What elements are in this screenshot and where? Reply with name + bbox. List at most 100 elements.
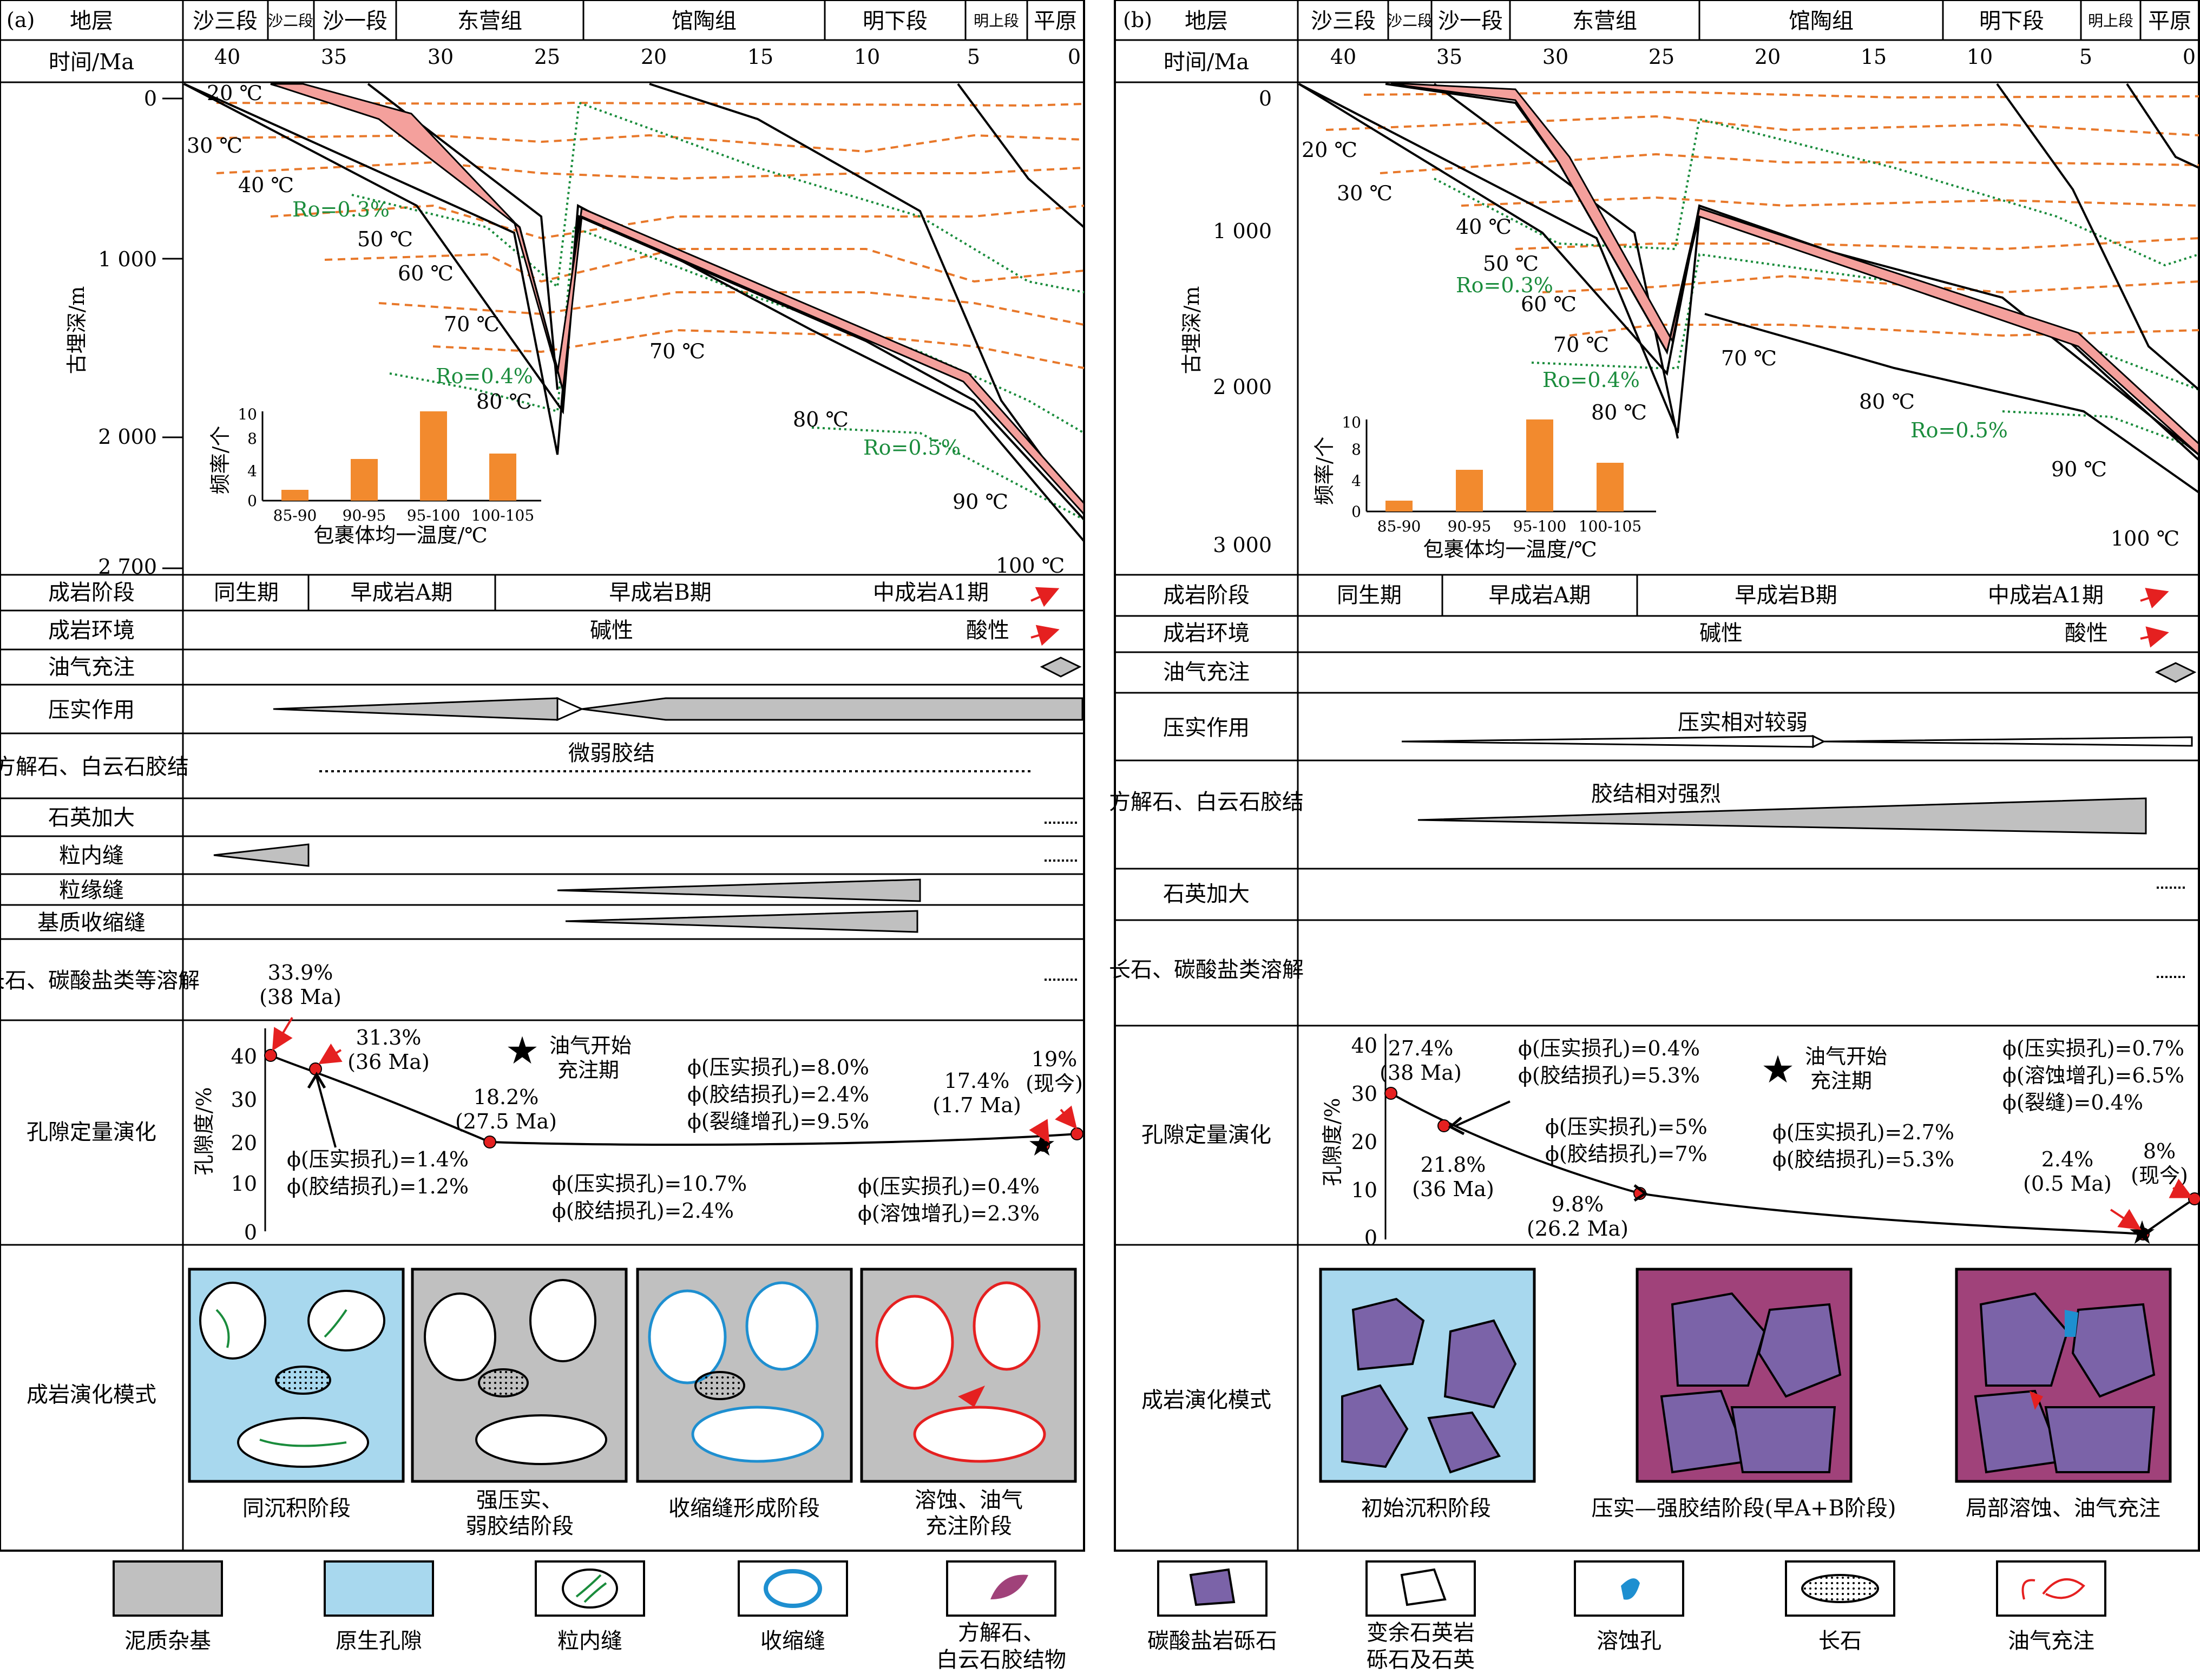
svg-text:80 ℃: 80 ℃ bbox=[1591, 401, 1647, 424]
row-label: 孔隙定量演化 bbox=[27, 1120, 156, 1145]
poro-point bbox=[1437, 1119, 1450, 1132]
env-header: 成岩环境 bbox=[48, 618, 135, 643]
row-label: 长石、碳酸盐类等溶解 bbox=[0, 968, 200, 993]
legend-pore-swatch bbox=[324, 1560, 434, 1617]
row-label: 压实作用 bbox=[48, 698, 135, 723]
svg-text:孔隙定量演化: 孔隙定量演化 bbox=[1141, 1123, 1271, 1147]
svg-text:3 000: 3 000 bbox=[1213, 533, 1272, 557]
svg-text:25: 25 bbox=[1649, 45, 1674, 69]
stage: 中成岩A1期 bbox=[873, 580, 989, 605]
svg-text:85-90: 85-90 bbox=[1377, 517, 1421, 535]
porosity-chart-a: 0 10 20 30 40 孔隙度/% ★ ★ 油气开始 充注期 33.9% (… bbox=[192, 961, 1083, 1244]
svg-text:ϕ(胶结损孔)=5.3%: ϕ(胶结损孔)=5.3% bbox=[1772, 1147, 1954, 1171]
svg-text:ϕ(胶结损孔)=2.4%: ϕ(胶结损孔)=2.4% bbox=[552, 1199, 734, 1223]
svg-text:(0.5 Ma): (0.5 Ma) bbox=[2023, 1172, 2112, 1196]
star-icon: ★ bbox=[505, 1028, 540, 1073]
svg-text:Ro=0.3%: Ro=0.3% bbox=[1456, 273, 1553, 297]
stratum: 馆陶组 bbox=[672, 9, 737, 34]
svg-text:ϕ(压实损孔)=10.7%: ϕ(压实损孔)=10.7% bbox=[552, 1172, 747, 1196]
depth-tick: 0 bbox=[144, 87, 157, 110]
svg-text:95-100: 95-100 bbox=[1513, 517, 1567, 535]
svg-text:31.3%: 31.3% bbox=[356, 1026, 422, 1049]
stage: 早成岩A期 bbox=[351, 580, 453, 605]
svg-text:原生孔隙: 原生孔隙 bbox=[336, 1629, 422, 1653]
isotherm-label: 30 ℃ bbox=[187, 134, 242, 158]
isotherm-label: 70 ℃ bbox=[444, 312, 500, 336]
svg-text:100 ℃: 100 ℃ bbox=[2111, 527, 2179, 550]
svg-text:4: 4 bbox=[1351, 472, 1361, 490]
svg-text:石英加大: 石英加大 bbox=[1163, 882, 1250, 907]
poro-ylabel: 孔隙度/% bbox=[192, 1087, 216, 1176]
poro-ytick: 40 bbox=[231, 1045, 257, 1068]
svg-text:100-105: 100-105 bbox=[1579, 517, 1641, 535]
poro-point bbox=[2188, 1192, 2200, 1205]
svg-text:ϕ(压实损孔)=2.7%: ϕ(压实损孔)=2.7% bbox=[1772, 1120, 1954, 1144]
model-boxes-b bbox=[1319, 1268, 2172, 1483]
svg-text:(38 Ma): (38 Ma) bbox=[259, 985, 342, 1009]
svg-text:10: 10 bbox=[1351, 1178, 1377, 1202]
svg-text:孔隙度/%: 孔隙度/% bbox=[1321, 1098, 1344, 1186]
svg-text:同生期: 同生期 bbox=[1337, 583, 1402, 608]
svg-text:成岩阶段: 成岩阶段 bbox=[1163, 583, 1250, 608]
svg-text:平原: 平原 bbox=[2148, 9, 2191, 34]
svg-text:70 ℃: 70 ℃ bbox=[1553, 333, 1609, 357]
svg-text:油气充注: 油气充注 bbox=[1163, 660, 1250, 685]
svg-text:ϕ(压实损孔)=0.7%: ϕ(压实损孔)=0.7% bbox=[2002, 1036, 2184, 1060]
poro-point bbox=[309, 1062, 322, 1075]
svg-text:收缩缝形成阶段: 收缩缝形成阶段 bbox=[668, 1496, 820, 1521]
svg-text:包裹体均一温度/℃: 包裹体均一温度/℃ bbox=[1423, 537, 1597, 561]
time-tick: 20 bbox=[641, 45, 667, 69]
svg-text:(36 Ma): (36 Ma) bbox=[347, 1050, 430, 1074]
charge-diamond bbox=[1040, 657, 1082, 678]
ro-label: Ro=0.4% bbox=[436, 364, 533, 388]
env: 酸性 bbox=[966, 618, 1009, 643]
svg-text:18.2%: 18.2% bbox=[474, 1085, 539, 1109]
svg-text:沙二段: 沙二段 bbox=[1387, 12, 1433, 30]
time-tick: 30 bbox=[428, 45, 454, 69]
hist-bar bbox=[420, 411, 447, 501]
compaction-note: 压实相对较弱 bbox=[1678, 710, 1808, 735]
row-label: 基质收缩缝 bbox=[37, 910, 146, 935]
poro-ytick: 0 bbox=[244, 1220, 257, 1244]
hist-xtick: 100-105 bbox=[471, 507, 534, 524]
row-label: 粒内缝 bbox=[59, 843, 124, 868]
star-label: 充注期 bbox=[557, 1058, 619, 1082]
svg-text:(26.2 Ma): (26.2 Ma) bbox=[1527, 1217, 1628, 1241]
svg-text:40: 40 bbox=[1351, 1034, 1377, 1058]
svg-text:ϕ(胶结损孔)=5.3%: ϕ(胶结损孔)=5.3% bbox=[1518, 1064, 1700, 1087]
stratum: 沙一段 bbox=[323, 9, 388, 34]
time-tick: 40 bbox=[214, 45, 240, 69]
svg-text:(现今): (现今) bbox=[2131, 1164, 2188, 1187]
svg-text:90 ℃: 90 ℃ bbox=[2051, 457, 2107, 481]
svg-text:油气充注: 油气充注 bbox=[2008, 1629, 2094, 1653]
isotherm-label: 90 ℃ bbox=[953, 490, 1008, 514]
poro-point bbox=[2137, 1228, 2150, 1241]
svg-text:东营组: 东营组 bbox=[1572, 9, 1637, 34]
time-tick: 15 bbox=[747, 45, 773, 69]
svg-text:Ro=0.4%: Ro=0.4% bbox=[1542, 368, 1640, 392]
svg-text:ϕ(压实损孔)=1.4%: ϕ(压实损孔)=1.4% bbox=[287, 1147, 469, 1171]
hist-ytick: 8 bbox=[247, 430, 257, 448]
depth-axis-label: 古埋深/m bbox=[65, 286, 89, 375]
svg-text:(1.7 Ma): (1.7 Ma) bbox=[932, 1093, 1021, 1117]
time-tick: 10 bbox=[854, 45, 880, 69]
hist-bar bbox=[351, 459, 378, 501]
svg-text:70 ℃: 70 ℃ bbox=[1721, 346, 1777, 370]
svg-text:0: 0 bbox=[2183, 45, 2196, 69]
svg-text:长石: 长石 bbox=[1818, 1629, 1862, 1653]
svg-text:30: 30 bbox=[1351, 1082, 1377, 1106]
svg-text:明上段: 明上段 bbox=[2088, 12, 2133, 30]
svg-text:ϕ(胶结损孔)=1.2%: ϕ(胶结损孔)=1.2% bbox=[287, 1174, 469, 1198]
cement-note: 胶结相对强烈 bbox=[1591, 782, 1721, 806]
svg-text:Ro=0.5%: Ro=0.5% bbox=[1910, 418, 2008, 442]
porosity-chart-b: 0 10 20 30 40 孔隙度/% ★ ★ 油气开始 充注期 27.4% (… bbox=[1321, 1034, 2200, 1252]
row-label: 粒缘缝 bbox=[59, 878, 124, 903]
legend-charge-swatch bbox=[1996, 1560, 2106, 1617]
stratum: 明下段 bbox=[863, 9, 928, 34]
svg-text:碳酸盐岩砾石: 碳酸盐岩砾石 bbox=[1147, 1629, 1277, 1653]
svg-text:10: 10 bbox=[1967, 45, 1993, 69]
svg-text:砾石及石英: 砾石及石英 bbox=[1367, 1648, 1475, 1672]
svg-text:沙一段: 沙一段 bbox=[1438, 9, 1503, 34]
model-boxes-a bbox=[188, 1268, 1077, 1483]
panel-b-tag: (b) bbox=[1123, 8, 1152, 32]
